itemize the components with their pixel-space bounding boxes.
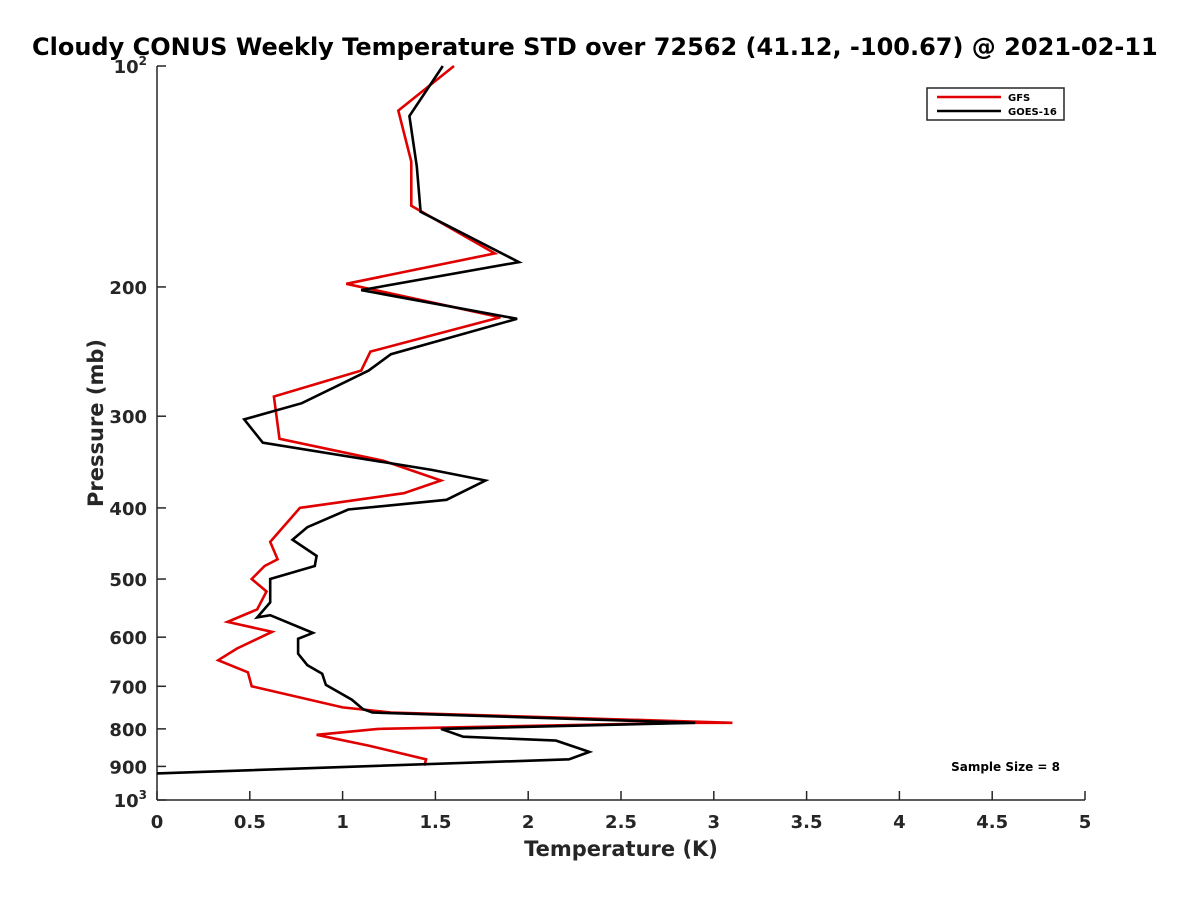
series-layer xyxy=(156,64,733,775)
y-tick-label: 400 xyxy=(109,499,147,520)
y-tick-label: 700 xyxy=(109,677,147,698)
legend-entry-label: GFS xyxy=(1008,93,1030,104)
plot-area: 0 0.5 1 1.5 2 2.5 3 3.5 4 4.5 5 1 0 2 200 300 400 500 600… xyxy=(109,54,1091,833)
y-tick-label: 300 xyxy=(109,407,147,428)
series-line-goes-16 xyxy=(156,65,696,775)
x-tick-label: 5 xyxy=(1079,812,1092,833)
x-tick-label: 3 xyxy=(708,812,721,833)
x-tick-label: 3.5 xyxy=(791,812,823,833)
x-ticks: 0 0.5 1 1.5 2 2.5 3 3.5 4 4.5 5 xyxy=(151,791,1092,833)
y-tick-label: 500 xyxy=(109,570,147,591)
x-axis-label: Temperature (K) xyxy=(524,837,718,861)
x-tick-label: 1 xyxy=(336,812,349,833)
x-tick-label: 4.5 xyxy=(976,812,1008,833)
y-tick-label: 800 xyxy=(109,720,147,741)
x-tick-label: 4 xyxy=(893,812,906,833)
x-tick-label: 0 xyxy=(151,812,164,833)
x-tick-label: 0.5 xyxy=(234,812,266,833)
y-axis-label: Pressure (mb) xyxy=(84,339,108,507)
y-tick-label: 600 xyxy=(109,628,147,649)
x-tick-label: 2 xyxy=(522,812,535,833)
y-tick-label: 200 xyxy=(109,278,147,299)
y-tick-label: 900 xyxy=(109,757,147,778)
legend: GFS GOES-16 xyxy=(926,87,1065,121)
legend-box xyxy=(926,87,1065,121)
chart-title: Cloudy CONUS Weekly Temperature STD over… xyxy=(32,33,1158,61)
sample-size-annotation: Sample Size = 8 xyxy=(951,760,1060,774)
legend-entry-label: GOES-16 xyxy=(1008,107,1057,118)
x-tick-label: 1.5 xyxy=(419,812,451,833)
x-tick-label: 2.5 xyxy=(605,812,637,833)
